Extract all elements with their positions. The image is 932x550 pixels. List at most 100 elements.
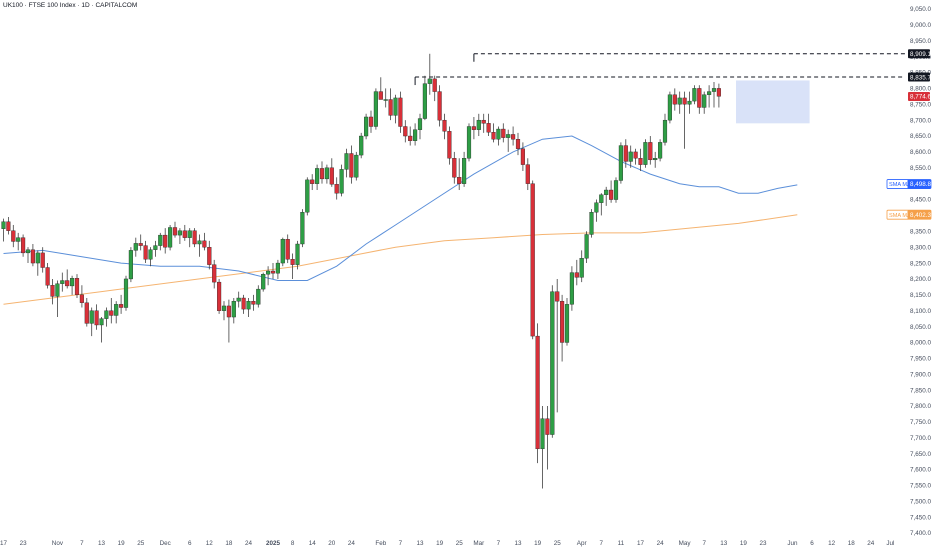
candle-body-down [21, 237, 26, 254]
candle-body-down [648, 142, 653, 161]
candle-body-up [393, 97, 398, 116]
y-tick-label: 8,600.0 [910, 149, 932, 156]
candle-body-down [119, 304, 124, 308]
candle [354, 151, 359, 181]
candle [172, 221, 178, 238]
candle-body-down [50, 285, 55, 297]
candle-body-up [123, 278, 129, 308]
candle-body-down [11, 230, 16, 242]
y-tick-label: 7,400.0 [910, 530, 932, 537]
candle [177, 228, 182, 245]
candle [6, 217, 11, 235]
level-tag-second-text: 8,835.7 [910, 74, 932, 81]
x-tick-label: Jul [886, 540, 894, 547]
candle [109, 297, 114, 324]
candle [217, 278, 222, 314]
candle-body-down [560, 300, 565, 343]
x-tick-label: 8 [291, 540, 295, 547]
candle [143, 240, 148, 264]
x-tick-label: Feb [375, 540, 386, 547]
candle-body-up [373, 91, 378, 127]
candle [594, 199, 599, 222]
candle [16, 232, 21, 251]
candle [702, 91, 707, 114]
candle-body-up [383, 99, 388, 101]
candle-body-down [486, 123, 491, 133]
chart-title: UK100 · FTSE 100 Index · 1D · CAPITALCOM [3, 2, 138, 9]
highlight-box-layer [736, 80, 810, 124]
candle [555, 278, 560, 413]
x-tick-label: 7 [399, 540, 403, 547]
candle [207, 240, 212, 270]
candle-body-down [217, 281, 222, 311]
candle-body-down [716, 88, 721, 97]
candle-body-down [378, 91, 383, 100]
candle [290, 253, 295, 279]
candle [339, 164, 344, 197]
candle-body-up [667, 94, 672, 121]
candle-body-down [329, 167, 334, 185]
candle [653, 151, 658, 168]
candle-body-down [270, 270, 276, 274]
candle-body-down [545, 418, 550, 435]
candle [496, 126, 501, 146]
candle-body-down [515, 139, 521, 149]
candle [437, 85, 442, 127]
candle-body-up [540, 418, 545, 450]
y-tick-label: 7,850.0 [910, 387, 932, 394]
candle-body-down [143, 245, 148, 260]
x-tick-label: 19 [740, 540, 748, 547]
candle-body-down [138, 243, 143, 246]
candle-body-down [163, 234, 168, 248]
candle [462, 151, 467, 187]
candle-body-down [682, 97, 687, 105]
x-tick-label: 17 [0, 540, 7, 547]
candle-body-up [60, 280, 65, 284]
candle [393, 94, 398, 124]
sma-orange-line [3, 214, 798, 305]
candle [133, 237, 138, 257]
candle [530, 180, 535, 340]
candle [295, 240, 300, 270]
candle-body-up [692, 88, 697, 102]
x-tick-label: 14 [309, 540, 317, 547]
candle [672, 88, 677, 111]
x-tick-label: 24 [867, 540, 875, 547]
candle [697, 85, 702, 114]
candle [202, 232, 207, 251]
y-tick-label: 8,300.0 [910, 244, 932, 251]
sma-blue-tag-label: SMA MA [889, 182, 911, 188]
candle-body-up [324, 167, 329, 180]
x-tick-label: 25 [554, 540, 562, 547]
candle-body-up [599, 194, 604, 203]
candle [711, 82, 717, 108]
candle-body-down [408, 135, 413, 141]
candle-body-up [133, 243, 138, 251]
candle [99, 317, 104, 343]
x-tick-label: Nov [52, 540, 64, 547]
candle [138, 234, 143, 251]
x-tick-label: 18 [225, 540, 233, 547]
candle [182, 224, 187, 241]
candle-body-up [70, 278, 75, 287]
x-tick-label: May [679, 540, 692, 547]
candle [707, 85, 712, 108]
candle [70, 275, 75, 295]
y-tick-label: 7,750.0 [910, 419, 932, 426]
candle-body-down [226, 305, 231, 318]
sma-blue-tag-value-bg [907, 179, 931, 189]
highlight-range-box [736, 80, 810, 124]
x-tick-label: 7 [80, 540, 84, 547]
candle [486, 113, 491, 137]
candle [633, 148, 638, 165]
sma-blue-tag: SMA MA 8,498.8 [886, 179, 932, 189]
candle [618, 142, 623, 184]
candle-body-up [589, 212, 594, 235]
candle [511, 126, 516, 146]
candle-body-down [457, 177, 462, 184]
candle [158, 232, 163, 251]
candle-body-up [594, 202, 599, 213]
level-lines-layer [414, 53, 905, 86]
candle [442, 113, 447, 140]
